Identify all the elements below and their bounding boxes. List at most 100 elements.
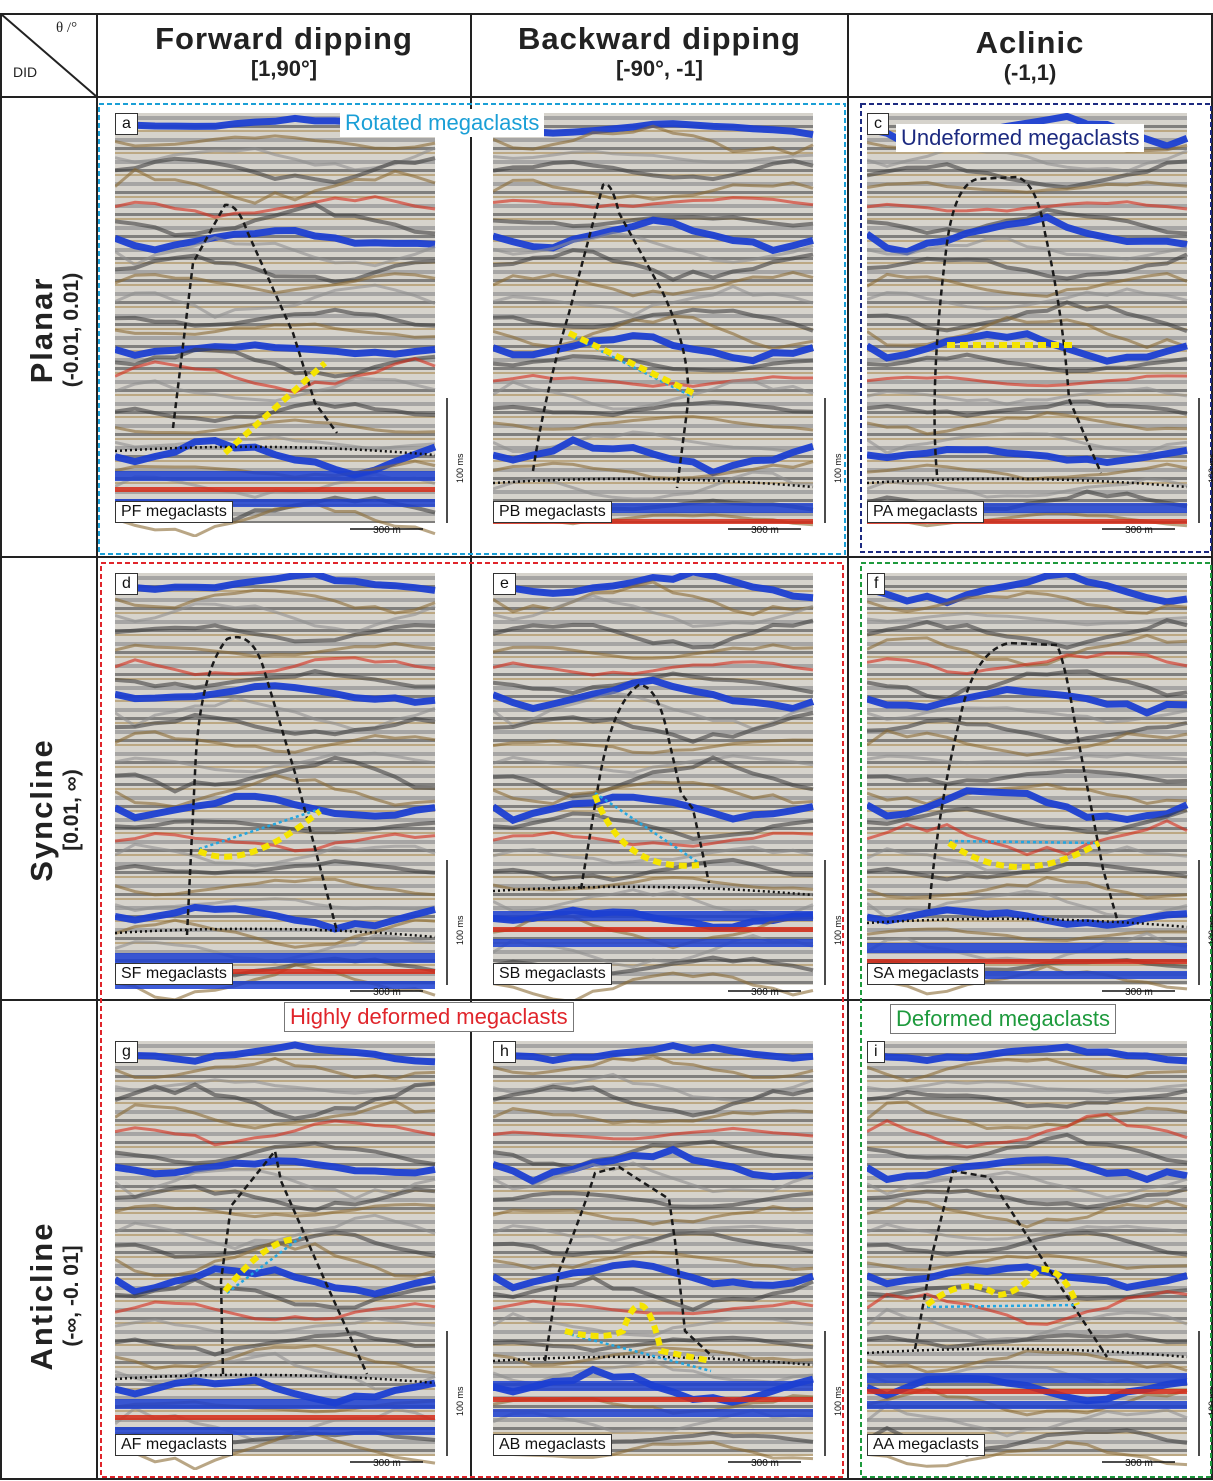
basal-reflector <box>867 959 1187 964</box>
basal-reflector <box>493 1409 813 1417</box>
reflector-line <box>115 1056 436 1081</box>
seismic-panel-h: h AB megaclasts 300 m 100 ms <box>493 1041 863 1470</box>
reflector-line <box>115 730 436 754</box>
vertical-scale-label: 100 ms <box>455 453 465 483</box>
reflector-line <box>493 1231 814 1258</box>
undeformed-group-label: Undeformed megaclasts <box>896 124 1145 152</box>
seismic-panel-d: d SF megaclasts 300 m 100 ms <box>115 573 485 999</box>
basal-reflector <box>493 927 813 932</box>
rotated-group-box <box>98 103 846 555</box>
corner-did-label: DID <box>13 64 38 80</box>
seismic-image <box>867 113 1200 530</box>
vertical-scale-label: 100 ms <box>833 453 843 483</box>
basal-reflector <box>493 519 813 524</box>
megaclast-outline <box>171 203 339 434</box>
reflector-line <box>115 347 436 379</box>
reflector-line <box>867 1349 1188 1374</box>
basal-reflector <box>867 519 1187 524</box>
internal-reflector-trace <box>592 793 700 869</box>
seismic-image <box>115 573 448 999</box>
reflector-line <box>867 611 1188 627</box>
seismic-image <box>115 113 448 537</box>
internal-reflector-trace <box>564 1302 712 1364</box>
reflector-line <box>493 780 814 806</box>
reflector-line <box>867 252 1188 281</box>
panel-name-g: AF megaclasts <box>115 1434 233 1456</box>
reflector-line <box>867 330 1188 365</box>
reflector-line <box>493 248 814 282</box>
reflector-line <box>493 1107 814 1125</box>
reflector-line <box>493 643 814 660</box>
seismic-image <box>493 573 826 999</box>
basal-surface-line <box>493 885 814 897</box>
megaclast-outline <box>185 635 339 936</box>
reflector-line <box>115 755 436 794</box>
reflector-line <box>493 573 814 602</box>
reflector-line <box>115 751 436 774</box>
reflector-line <box>115 1316 436 1335</box>
reflector-line <box>115 1344 436 1375</box>
reflector-line <box>115 435 436 451</box>
reflector-line <box>115 712 436 737</box>
reflector-line <box>493 1126 814 1141</box>
highly-deformed-group-label: Highly deformed megaclasts <box>284 1002 574 1032</box>
reflector-line <box>493 1299 814 1316</box>
seismic-image <box>867 1041 1200 1468</box>
reflector-line <box>867 927 1188 943</box>
reflector-line <box>867 1043 1188 1065</box>
reflector-line <box>867 1263 1188 1292</box>
reflector-line <box>867 300 1188 333</box>
horizontal-scale-label: 300 m <box>373 525 401 536</box>
seismic-panel-a: a PF megaclasts 300 m 100 ms <box>115 113 485 537</box>
corner-theta-label: θ /° <box>56 20 78 36</box>
highly-deformed-group-box <box>100 562 844 1478</box>
reflector-line <box>115 842 436 868</box>
reflector-line <box>115 1277 436 1310</box>
reflector-line <box>115 1202 436 1219</box>
reflector-line <box>867 1253 1188 1272</box>
reflector-line <box>493 400 814 418</box>
seismic-image <box>115 1041 448 1470</box>
megaclast-outline <box>913 1169 1109 1358</box>
reflector-line <box>115 918 436 949</box>
reflector-line <box>867 386 1188 406</box>
basal-reflector <box>867 943 1187 953</box>
internal-reflector-trace <box>222 1236 296 1293</box>
reflector-line <box>867 1080 1188 1095</box>
reflector-line <box>867 411 1188 436</box>
column-range: [1,90°] <box>250 56 318 81</box>
reflector-line <box>493 379 814 411</box>
reflector-line <box>493 1042 814 1065</box>
horizontal-scale-label: 300 m <box>373 987 401 998</box>
basal-reflector <box>493 1397 813 1402</box>
basal-reflector <box>493 939 813 947</box>
reflector-line <box>867 669 1188 702</box>
reflector-line <box>867 352 1188 374</box>
reflector-line <box>115 1041 436 1066</box>
reflector-line <box>867 706 1188 725</box>
seismic-panel-c: c PA megaclasts 300 m 100 ms <box>867 113 1213 537</box>
reflector-line <box>867 1088 1188 1109</box>
vertical-scale-label: 100 ms <box>833 915 843 945</box>
reflector-line <box>867 819 1188 857</box>
reflector-line <box>115 283 436 319</box>
reflector-line <box>115 792 436 822</box>
reflector-line <box>493 1161 814 1194</box>
vertical-scale-label: 100 ms <box>1207 915 1213 945</box>
reflector-line <box>867 787 1189 824</box>
reflector-line <box>867 769 1188 787</box>
reflector-line <box>115 1331 436 1357</box>
reflector-line <box>493 307 814 333</box>
reflector-line <box>493 1191 814 1209</box>
reflector-line <box>115 1168 436 1201</box>
column-title: Forward dipping <box>155 21 413 56</box>
reflector-line <box>115 1119 436 1147</box>
reflector-line <box>493 845 814 865</box>
reflector-line <box>115 376 436 403</box>
reflector-line <box>115 400 436 424</box>
reflector-line <box>115 773 436 809</box>
reflector-line <box>867 1440 1188 1468</box>
panel-letter-h: h <box>493 1041 516 1063</box>
reflector-line <box>493 1260 815 1292</box>
